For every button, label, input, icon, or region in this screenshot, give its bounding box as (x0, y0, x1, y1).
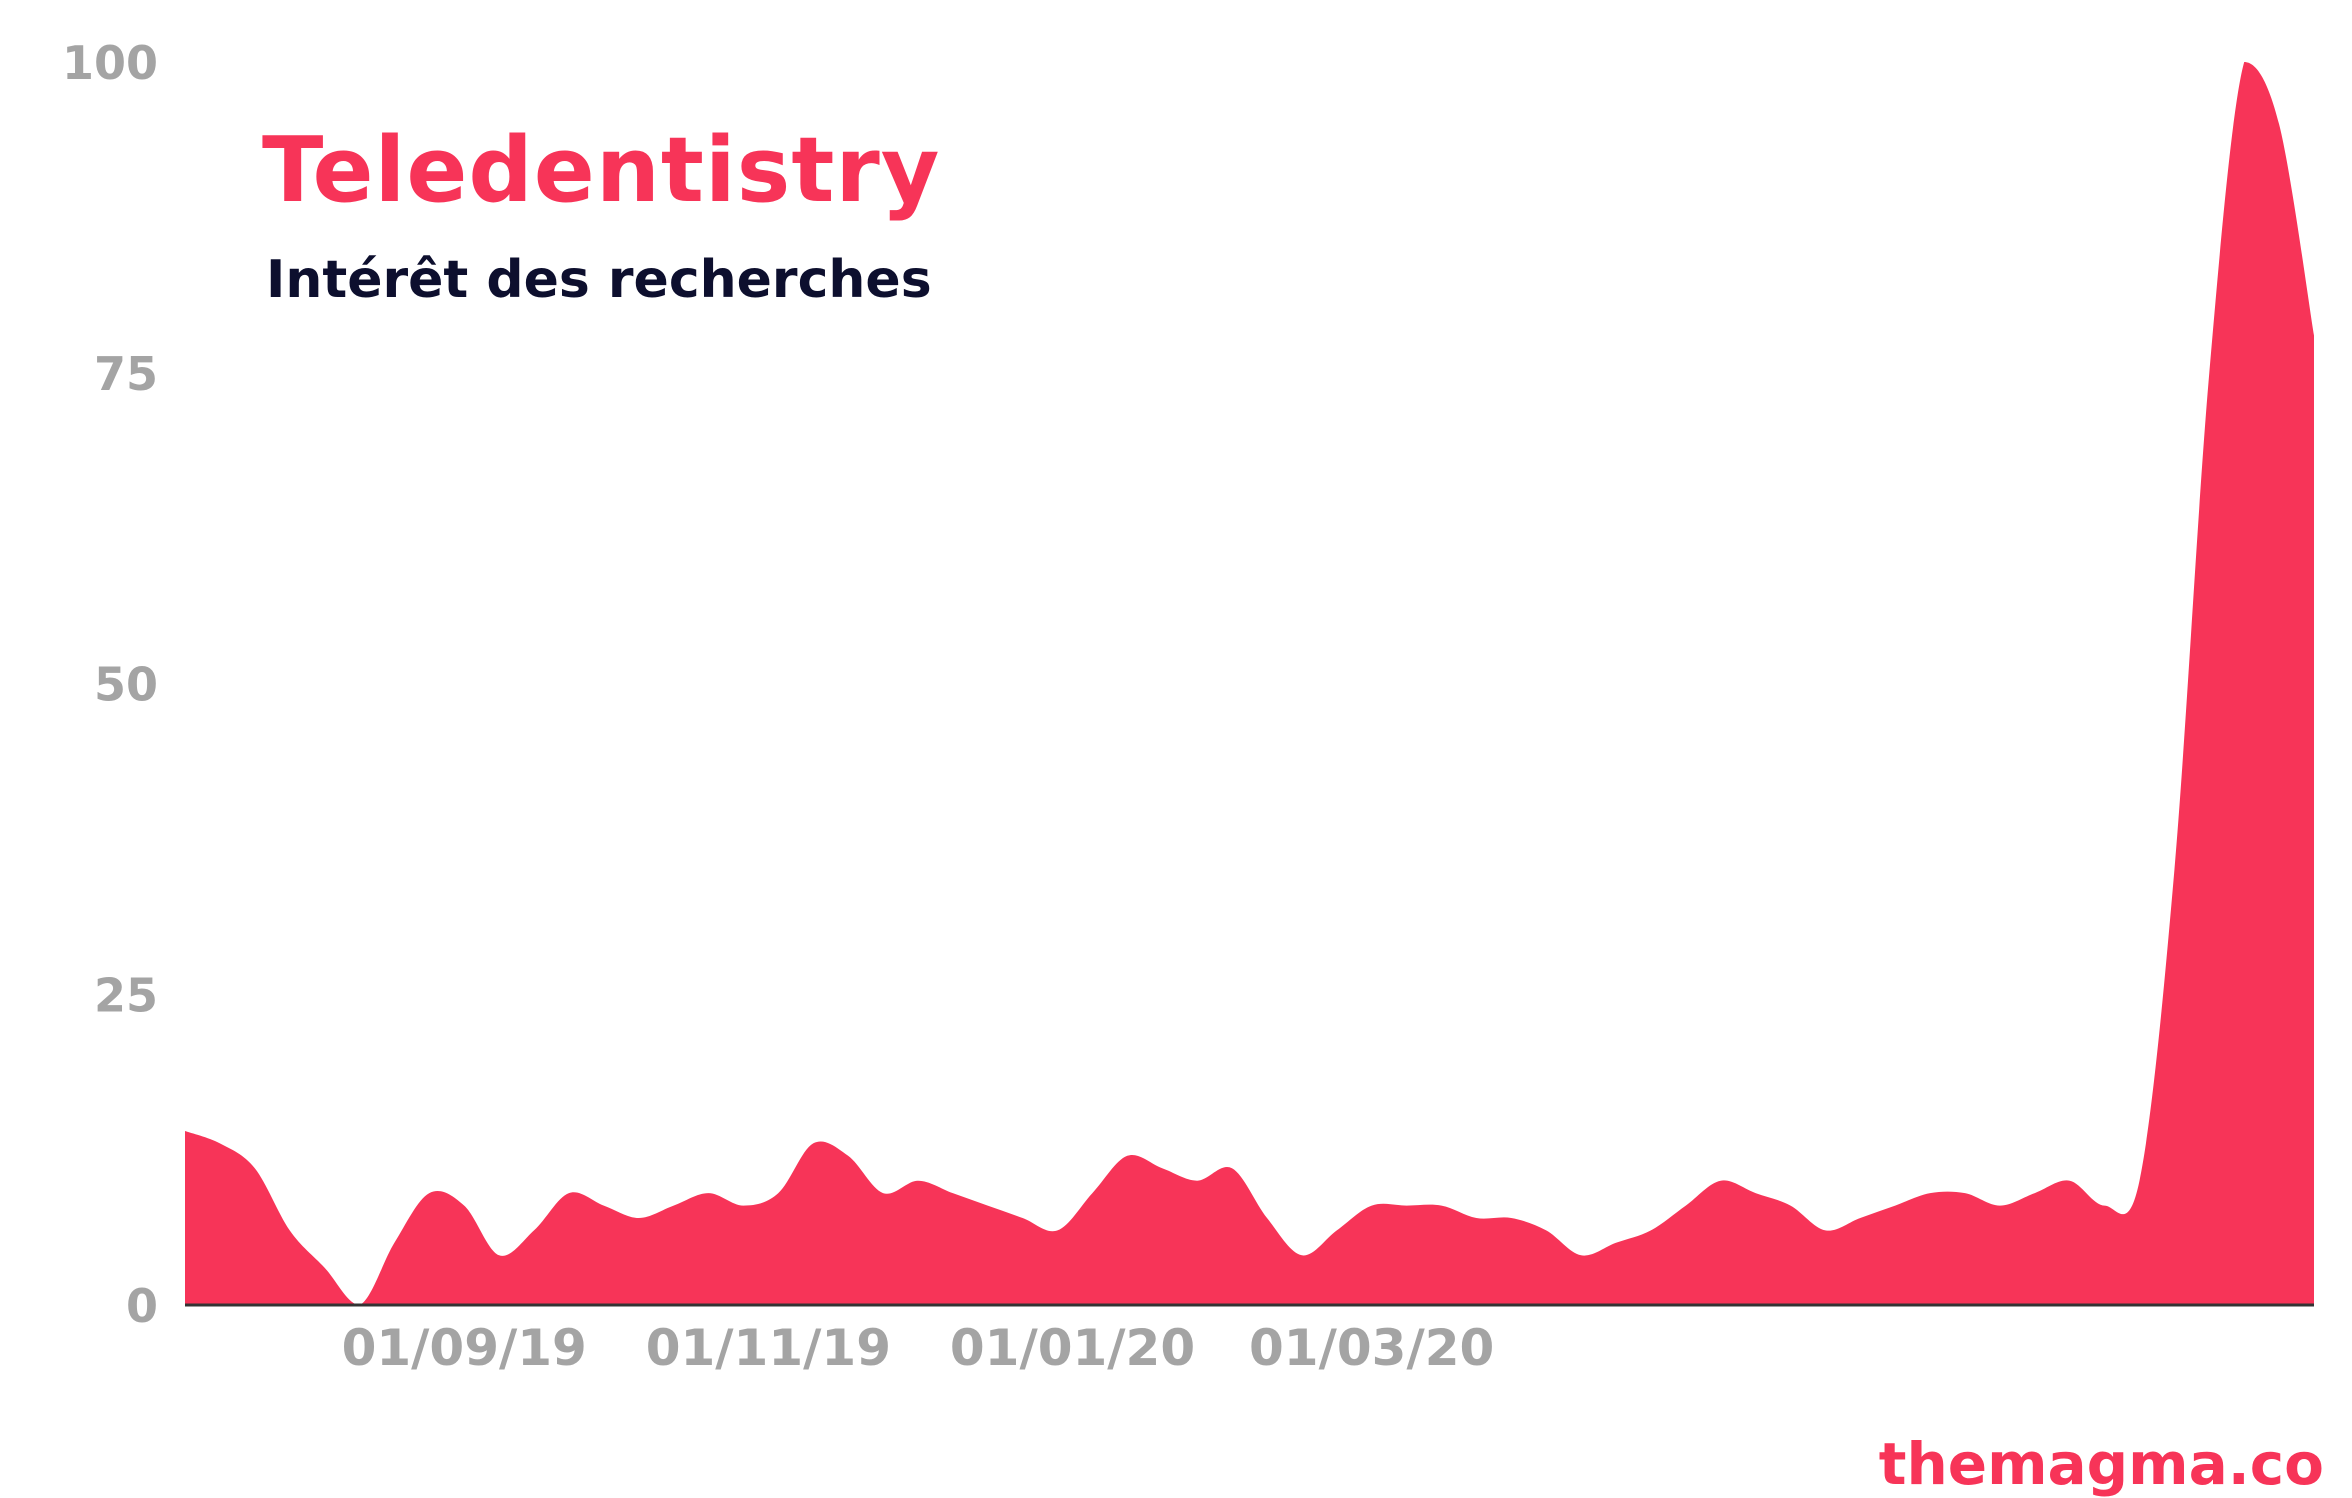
chart-subtitle: Intérêt des recherches (266, 250, 932, 310)
y-tick-label: 75 (94, 347, 158, 401)
series-area (185, 62, 2314, 1305)
y-tick-label: 100 (62, 36, 158, 90)
y-tick-label: 50 (94, 658, 158, 712)
x-tick-label: 01/11/19 (646, 1319, 891, 1377)
watermark-link[interactable]: themagma.co (1878, 1430, 2324, 1498)
chart-title: Teledentistry (262, 118, 941, 223)
x-tick-label: 01/01/20 (950, 1319, 1195, 1377)
y-axis-ticks: 0 25 50 75 100 (62, 36, 158, 1333)
y-tick-label: 0 (126, 1279, 158, 1333)
y-tick-label: 25 (94, 968, 158, 1022)
x-axis-ticks: 01/09/19 01/11/19 01/01/20 01/03/20 (342, 1319, 1495, 1377)
x-tick-label: 01/09/19 (342, 1319, 587, 1377)
x-tick-label: 01/03/20 (1249, 1319, 1494, 1377)
